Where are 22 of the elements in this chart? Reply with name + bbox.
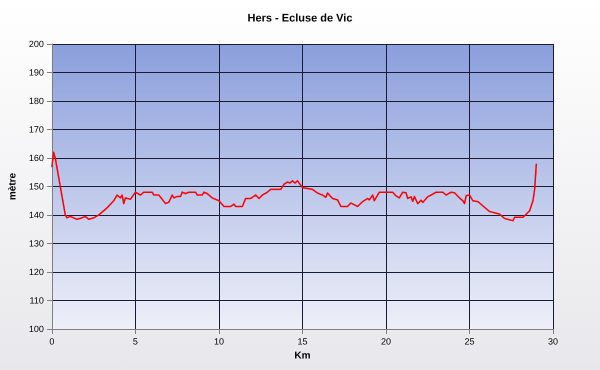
- x-tick-label: 20: [380, 336, 391, 346]
- y-tick-label: 110: [30, 296, 44, 306]
- y-tick-label: 130: [28, 238, 44, 248]
- y-tick-label: 170: [28, 124, 44, 134]
- x-tick-label: 15: [297, 336, 308, 346]
- chart-title: Hers - Ecluse de Vic: [248, 12, 352, 24]
- y-tick-label: 140: [28, 210, 44, 220]
- y-tick-label: 120: [28, 267, 44, 277]
- x-tick-label: 25: [464, 336, 474, 346]
- line-series: [51, 152, 538, 222]
- y-tick-label: 200: [28, 39, 44, 49]
- y-tick-label: 150: [28, 182, 44, 192]
- y-tick-label: 190: [28, 68, 44, 78]
- y-tick-label: 160: [28, 153, 44, 163]
- y-axis-title: mètre: [8, 172, 18, 200]
- y-tick-label: 100: [28, 324, 44, 334]
- x-tick-label: 0: [49, 336, 54, 346]
- x-tick-label: 5: [132, 336, 138, 346]
- x-tick-label: 30: [548, 336, 558, 346]
- x-tick-label: 10: [214, 336, 224, 346]
- x-axis-title: Km: [294, 350, 311, 362]
- y-tick-label: 180: [28, 96, 44, 106]
